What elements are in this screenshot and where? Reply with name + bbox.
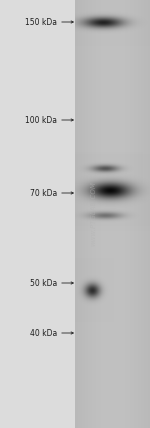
Text: 50 kDa: 50 kDa — [30, 279, 57, 288]
Text: www.PTGLAB.COM: www.PTGLAB.COM — [90, 181, 96, 247]
Text: 70 kDa: 70 kDa — [30, 188, 57, 197]
Text: 100 kDa: 100 kDa — [25, 116, 57, 125]
Text: 150 kDa: 150 kDa — [25, 18, 57, 27]
Text: 40 kDa: 40 kDa — [30, 329, 57, 338]
